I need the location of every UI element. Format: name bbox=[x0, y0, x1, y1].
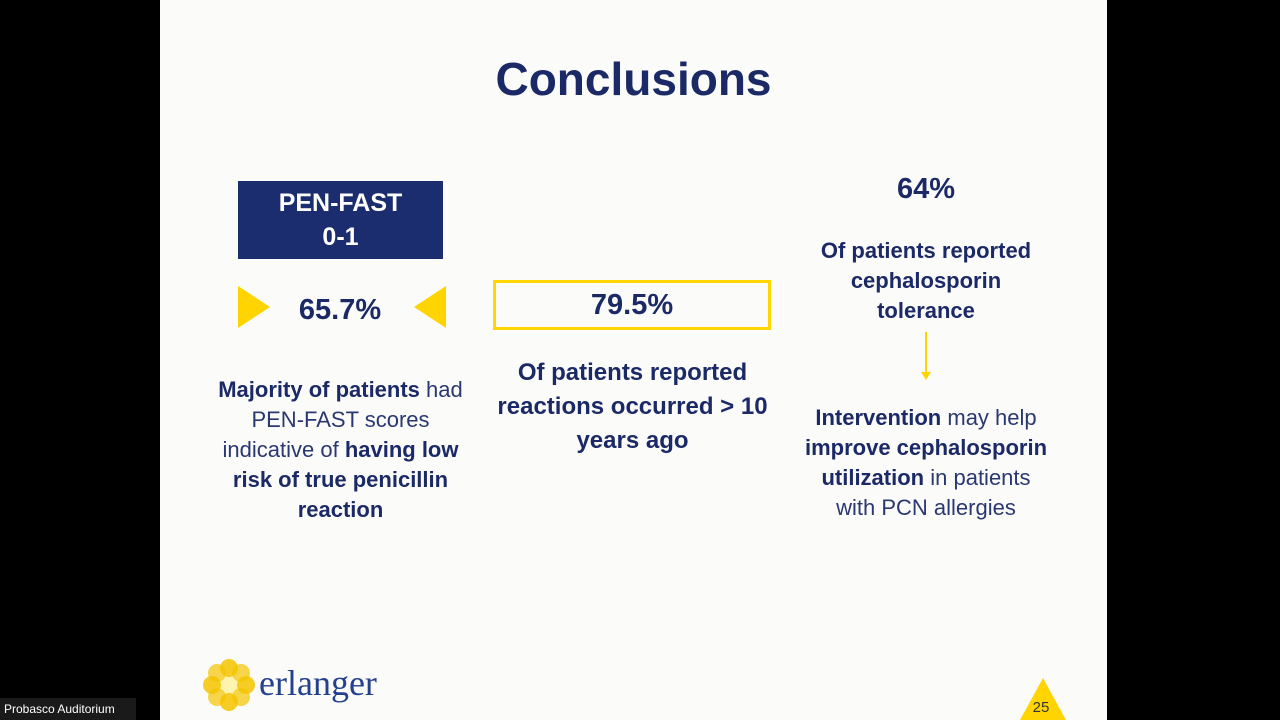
left-description: Majority of patients had PEN-FAST scores… bbox=[208, 375, 473, 525]
arrow-left bbox=[414, 286, 446, 328]
stat-box: 79.5% bbox=[493, 280, 771, 330]
text: in patients with PCN allergies bbox=[836, 465, 1031, 520]
right-description: Of patients reported cephalosporin toler… bbox=[820, 238, 1032, 323]
logo-text: erlanger bbox=[259, 663, 377, 703]
text: had PEN-FAST scores indicative of bbox=[222, 377, 463, 462]
intervention: Intervention may help improve cephalospo… bbox=[803, 403, 1049, 523]
slide-title: Conclusions bbox=[495, 53, 772, 105]
middle-description: Of patients reported reactions occurred … bbox=[497, 359, 768, 454]
slide: Conclusions PEN-FAST 0-1 65.7% Majority … bbox=[160, 0, 1107, 720]
logo-flower bbox=[203, 659, 255, 711]
text-bold: Majority of patients bbox=[218, 377, 420, 402]
middle-stat: 79.5% bbox=[590, 288, 674, 321]
text: may help bbox=[947, 405, 1037, 430]
page-marker: 25 bbox=[1020, 678, 1066, 720]
page-number: 25 bbox=[1033, 699, 1050, 716]
text-bold: having low risk of true penicillin react… bbox=[232, 437, 459, 522]
text-bold: Intervention bbox=[815, 405, 942, 430]
left-stat: 65.7% bbox=[298, 294, 382, 326]
box-line: PEN-FAST bbox=[278, 189, 403, 217]
right-stat: 64% bbox=[896, 173, 956, 205]
box-line: 0-1 bbox=[322, 223, 359, 251]
text-bold: improve cephalosporin utilization bbox=[804, 435, 1048, 490]
pen-fast-box: PEN-FAST 0-1 bbox=[238, 181, 443, 259]
arrow-down bbox=[921, 332, 931, 380]
arrow-right bbox=[238, 286, 270, 328]
participant-label: Probasco Auditorium bbox=[0, 698, 136, 720]
